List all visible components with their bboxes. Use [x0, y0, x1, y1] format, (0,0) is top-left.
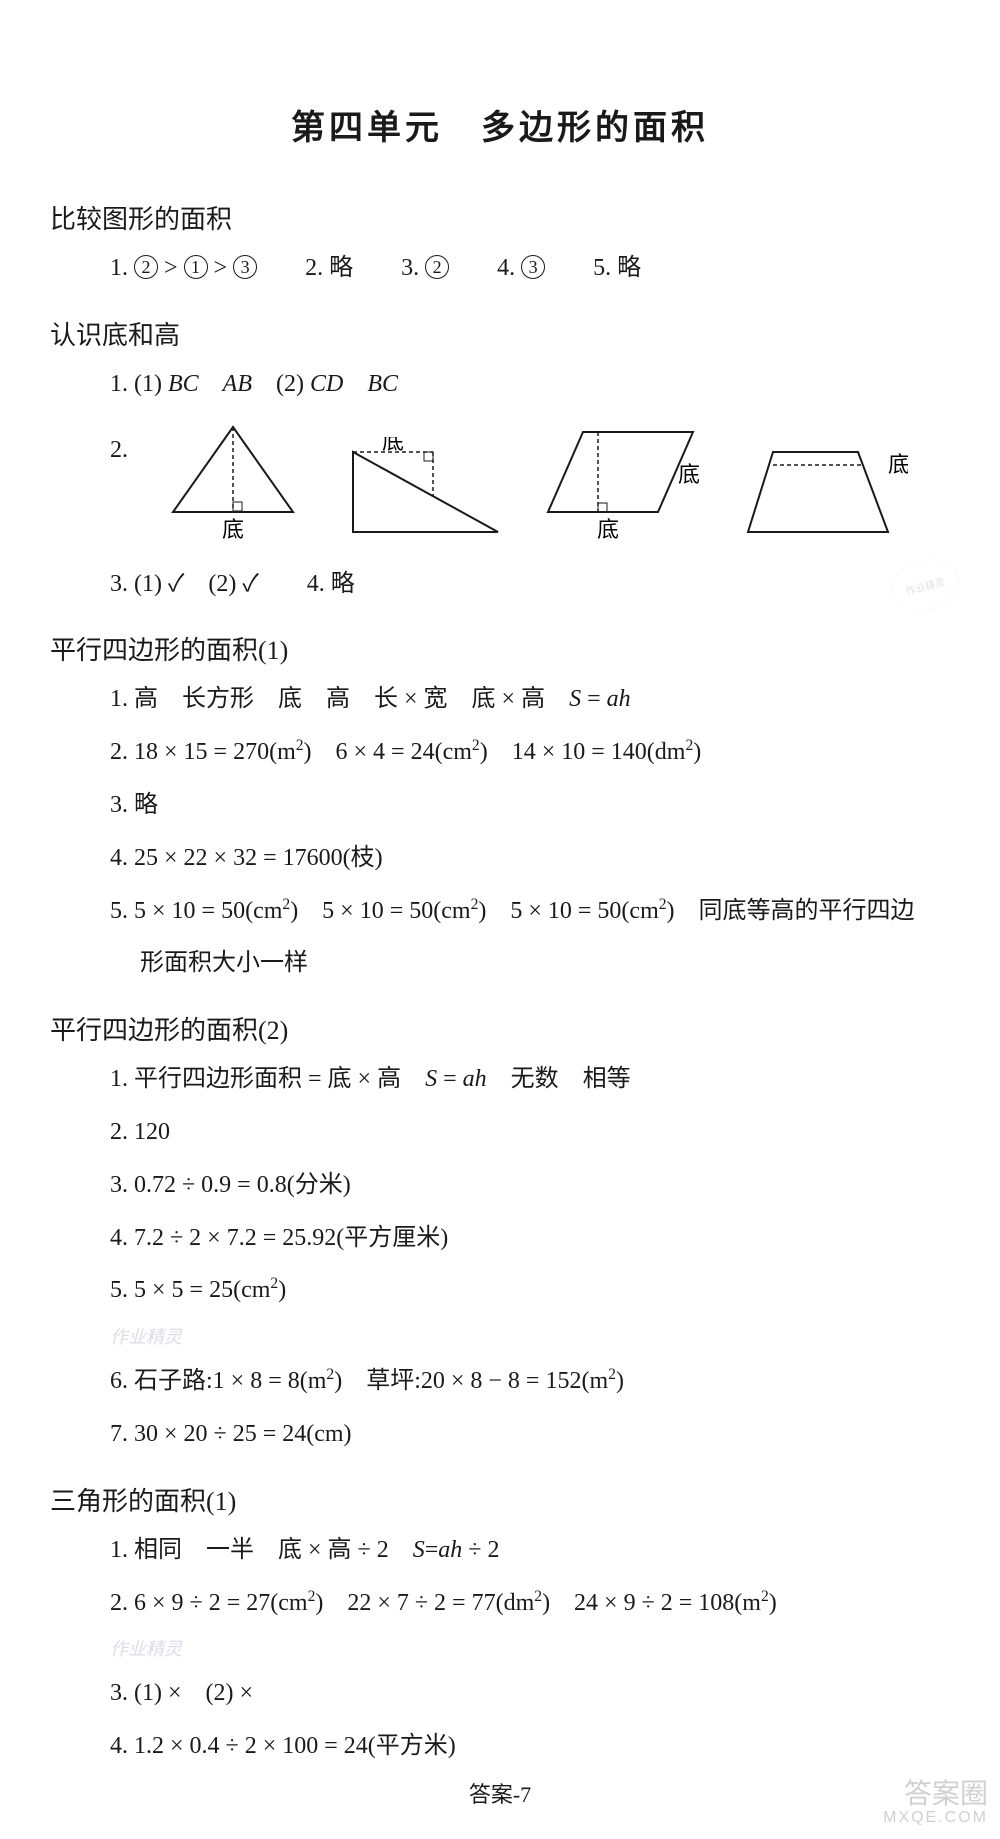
answer-line: 形面积大小一样	[110, 943, 950, 984]
circled-number: 3	[521, 255, 545, 279]
svg-text:底: 底	[888, 452, 908, 477]
question-number: 2.	[110, 437, 128, 464]
answer-line: 5. 5 × 10 = 50(cm2) 5 × 10 = 50(cm2) 5 ×…	[110, 891, 950, 932]
triangle-shape: 底	[338, 437, 508, 552]
triangle-shape: 底	[158, 417, 308, 552]
circled-number: 2	[134, 255, 158, 279]
svg-text:底: 底	[597, 517, 619, 542]
answer-line: 2. 6 × 9 ÷ 2 = 27(cm2) 22 × 7 ÷ 2 = 77(d…	[110, 1583, 950, 1624]
trapezoid-shape: 底	[738, 437, 908, 552]
svg-text:底: 底	[382, 437, 404, 454]
section-heading: 认识底和高	[50, 315, 950, 352]
circled-number: 1	[184, 255, 208, 279]
shapes-row: 2. 底 底 底 底 底	[110, 417, 950, 552]
section-heading: 三角形的面积(1)	[50, 1481, 950, 1518]
watermark-big: 答案圈	[904, 1778, 988, 1809]
answer-line: 4. 7.2 ÷ 2 × 7.2 = 25.92(平方厘米)	[110, 1218, 950, 1259]
answer-line: 4. 25 × 22 × 32 = 17600(枝)	[110, 838, 950, 879]
unit-title: 第四单元 多边形的面积	[50, 100, 950, 149]
watermark-small: MXQE.COM	[883, 1809, 988, 1827]
watermark: 答案圈 MXQE.COM	[883, 1779, 988, 1827]
answer-line: 1. 2 > 1 > 3 2. 略 3. 2 4. 3 5. 略	[110, 248, 950, 289]
answer-line: 2. 120	[110, 1112, 950, 1153]
svg-text:底: 底	[678, 462, 700, 487]
svg-text:底: 底	[222, 517, 244, 542]
answer-line: 3. 略	[110, 785, 950, 826]
page-footer: 答案-7	[0, 1777, 1000, 1809]
circled-number: 3	[233, 255, 257, 279]
answer-line: 3. (1) ✓ (2) ✓ 4. 略	[110, 564, 950, 605]
page: 第四单元 多边形的面积 比较图形的面积 1. 2 > 1 > 3 2. 略 3. …	[0, 0, 1000, 1839]
section-heading: 比较图形的面积	[50, 199, 950, 236]
section-heading: 平行四边形的面积(1)	[50, 630, 950, 667]
content-body: 比较图形的面积 1. 2 > 1 > 3 2. 略 3. 2 4. 3 5. 略认…	[50, 199, 950, 1767]
faint-watermark-text: 作业精灵	[110, 1323, 950, 1349]
answer-line: 6. 石子路:1 × 8 = 8(m2) 草坪:20 × 8 − 8 = 152…	[110, 1361, 950, 1402]
parallelogram-shape: 底 底	[538, 417, 708, 552]
faint-watermark-text: 作业精灵	[110, 1635, 950, 1661]
answer-line: 1. (1) BC AB (2) CD BC	[110, 364, 950, 405]
section-heading: 平行四边形的面积(2)	[50, 1010, 950, 1047]
answer-line: 1. 相同 一半 底 × 高 ÷ 2 S=ah ÷ 2	[110, 1530, 950, 1571]
answer-line: 3. 0.72 ÷ 0.9 = 0.8(分米)	[110, 1165, 950, 1206]
answer-line: 2. 18 × 15 = 270(m2) 6 × 4 = 24(cm2) 14 …	[110, 732, 950, 773]
answer-line: 5. 5 × 5 = 25(cm2)	[110, 1270, 950, 1311]
answer-line: 4. 1.2 × 0.4 ÷ 2 × 100 = 24(平方米)	[110, 1726, 950, 1767]
answer-line: 1. 平行四边形面积 = 底 × 高 S = ah 无数 相等	[110, 1059, 950, 1100]
answer-line: 3. (1) × (2) ×	[110, 1673, 950, 1714]
answer-line: 1. 高 长方形 底 高 长 × 宽 底 × 高 S = ah	[110, 679, 950, 720]
answer-line: 7. 30 × 20 ÷ 25 = 24(cm)	[110, 1414, 950, 1455]
circled-number: 2	[425, 255, 449, 279]
